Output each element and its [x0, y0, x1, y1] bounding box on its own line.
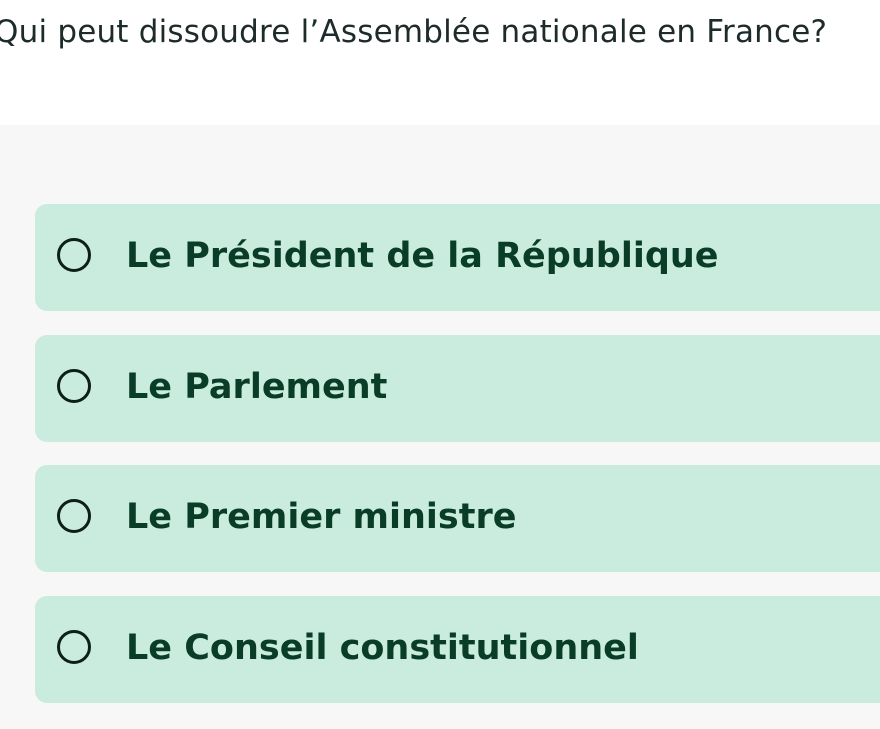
options-panel: Le Président de la République Le Parleme…	[0, 125, 880, 729]
option-label: Le Conseil constitutionnel	[126, 628, 639, 668]
option-parlement[interactable]: Le Parlement	[35, 335, 880, 442]
option-premier-ministre[interactable]: Le Premier ministre	[35, 465, 880, 572]
option-label: Le Premier ministre	[126, 497, 517, 537]
radio-button-icon[interactable]	[57, 238, 91, 272]
option-label: Le Parlement	[126, 367, 388, 407]
option-label: Le Président de la République	[126, 236, 719, 276]
radio-button-icon[interactable]	[57, 630, 91, 664]
radio-button-icon[interactable]	[57, 369, 91, 403]
question-text: Qui peut dissoudre l’Assemblée nationale…	[0, 14, 828, 50]
option-conseil-constitutionnel[interactable]: Le Conseil constitutionnel	[35, 596, 880, 703]
option-president[interactable]: Le Président de la République	[35, 204, 880, 311]
radio-button-icon[interactable]	[57, 499, 91, 533]
